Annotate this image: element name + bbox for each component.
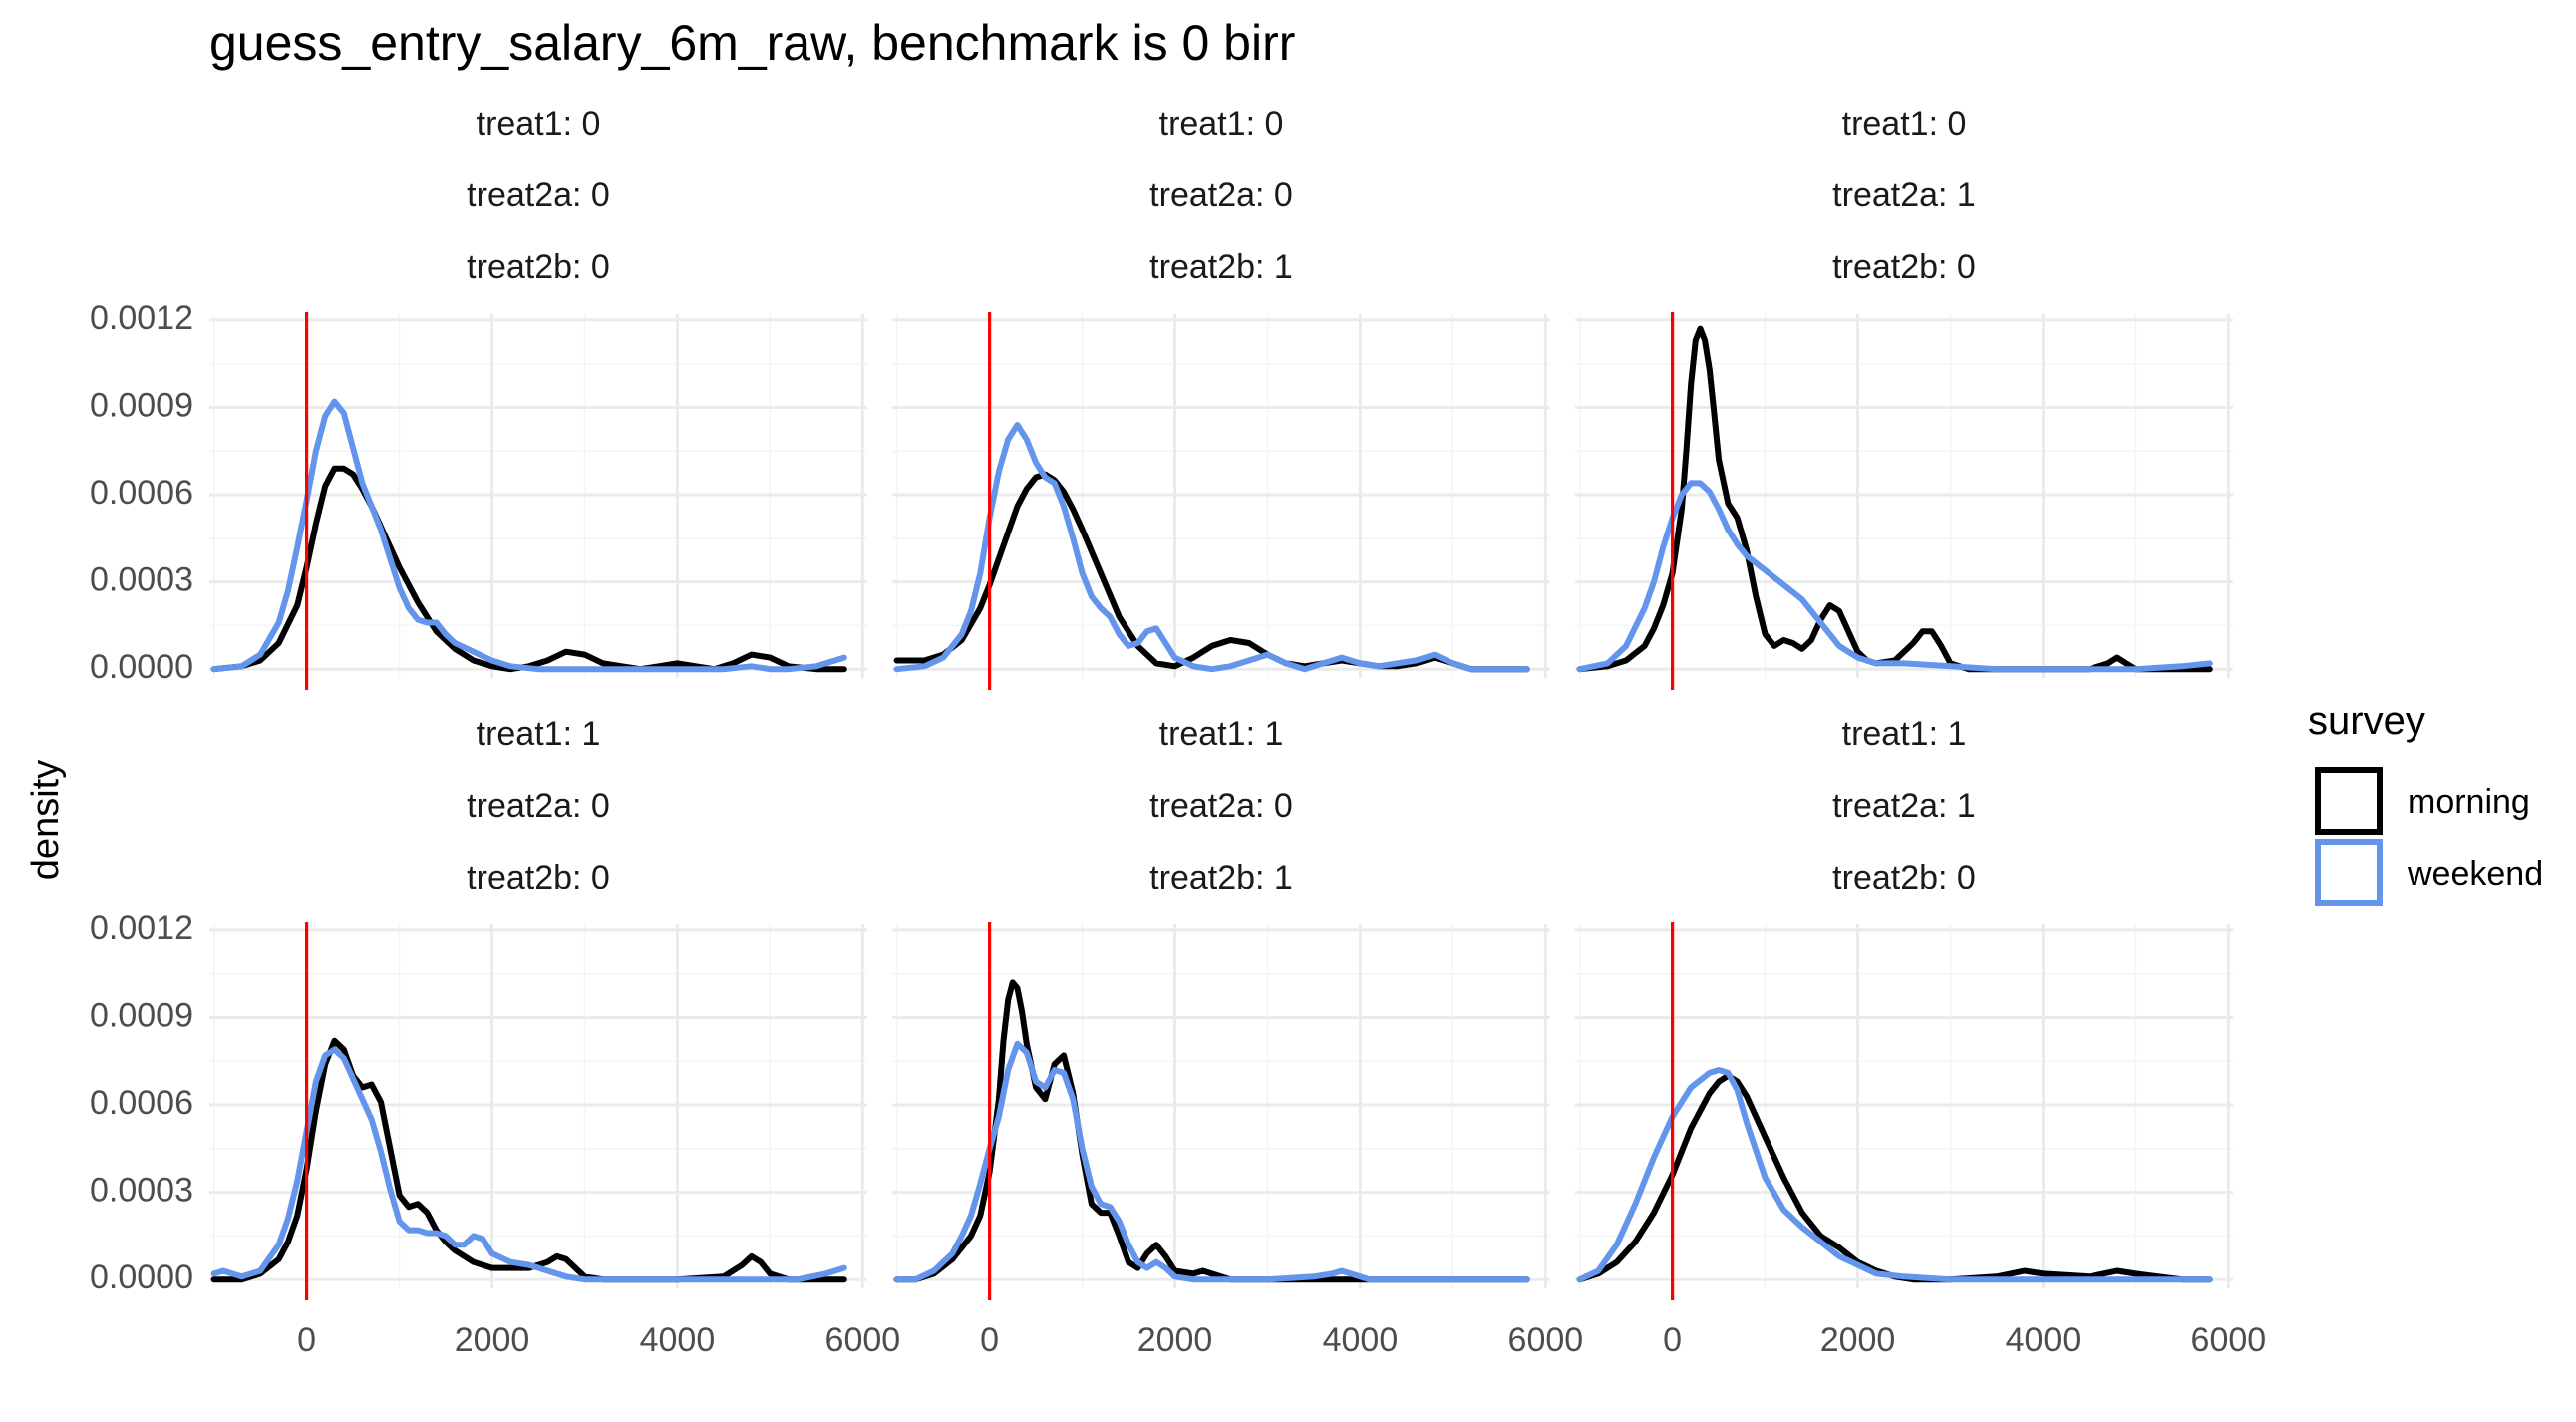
- x-tick-label: 0: [1663, 1321, 1682, 1359]
- y-tick-label: 0.0012: [90, 299, 193, 337]
- strip-label: treat1: 1: [1842, 715, 1967, 753]
- x-tick-label: 4000: [2006, 1321, 2082, 1359]
- strip-label: treat2a: 1: [1832, 177, 1976, 214]
- x-tick-label: 2000: [1820, 1321, 1896, 1359]
- x-tick-label: 0: [297, 1321, 316, 1359]
- x-tick-label: 4000: [640, 1321, 716, 1359]
- strip-label: treat2b: 1: [1149, 859, 1293, 896]
- weekend-density-line: [1576, 1067, 2213, 1283]
- strip-label: treat2b: 0: [1832, 859, 1976, 896]
- strip-label: treat1: 0: [1842, 105, 1967, 143]
- x-tick-label: 6000: [825, 1321, 901, 1359]
- morning-density-line: [893, 979, 1530, 1283]
- weekend-legend-key: [2315, 839, 2383, 906]
- facet-panels: treat1: 0 treat2a: 0 treat2b: 0 0.0000 0.000…: [90, 105, 2266, 1359]
- strip-label: treat2b: 0: [467, 859, 610, 896]
- strip-label: treat1: 0: [1159, 105, 1284, 143]
- morning-density-line: [1576, 325, 2213, 673]
- strip-label: treat2a: 1: [1832, 787, 1976, 825]
- y-tick-label: 0.0003: [90, 1172, 193, 1210]
- facet-panel: treat1: 0 treat2a: 0 treat2b: 1: [892, 105, 1550, 690]
- strip-label: treat2a: 0: [467, 787, 610, 825]
- weekend-density-line: [1576, 480, 2213, 673]
- x-tick-label: 2000: [1137, 1321, 1213, 1359]
- x-tick-label: 6000: [1508, 1321, 1584, 1359]
- facet-panel: treat1: 0 treat2a: 0 treat2b: 0 0.0000 0.000…: [90, 105, 867, 690]
- strip-label: treat2a: 0: [1149, 177, 1293, 214]
- x-tick-label: 0: [980, 1321, 999, 1359]
- y-tick-label: 0.0009: [90, 996, 193, 1034]
- strip-label: treat2a: 0: [1149, 787, 1293, 825]
- facet-panel: treat1: 0 treat2a: 1 treat2b: 0: [1575, 105, 2233, 690]
- strip-label: treat2b: 0: [1832, 248, 1976, 286]
- strip-label: treat1: 0: [477, 105, 601, 143]
- strip-label: treat2a: 0: [467, 177, 610, 214]
- legend: survey morning weekend: [2308, 699, 2543, 906]
- morning-density-line: [1576, 1072, 2213, 1283]
- facet-panel: treat1: 1 treat2a: 0 treat2b: 0 0.0000 0.000…: [90, 715, 900, 1359]
- weekend-density-line: [210, 398, 847, 673]
- weekend-density-line: [210, 1046, 847, 1283]
- strip-label: treat1: 1: [477, 715, 601, 753]
- legend-title: survey: [2308, 699, 2425, 743]
- x-tick-label: 6000: [2191, 1321, 2267, 1359]
- morning-density-line: [210, 1037, 847, 1283]
- weekend-legend-label: weekend: [2407, 855, 2543, 892]
- y-tick-label: 0.0000: [90, 648, 193, 686]
- x-tick-label: 4000: [1323, 1321, 1399, 1359]
- chart-title: guess_entry_salary_6m_raw, benchmark is …: [209, 15, 1295, 71]
- y-tick-label: 0.0003: [90, 561, 193, 599]
- y-tick-label: 0.0006: [90, 474, 193, 512]
- weekend-density-line: [893, 422, 1530, 673]
- morning-legend-label: morning: [2408, 783, 2530, 821]
- x-tick-label: 2000: [455, 1321, 530, 1359]
- weekend-density-line: [893, 1040, 1530, 1283]
- y-tick-label: 0.0009: [90, 386, 193, 424]
- strip-label: treat2b: 1: [1149, 248, 1293, 286]
- y-tick-label: 0.0006: [90, 1084, 193, 1122]
- facet-panel: treat1: 1 treat2a: 0 treat2b: 1 0 2000 4000 60…: [892, 715, 1583, 1359]
- morning-legend-key: [2315, 767, 2383, 835]
- y-tick-label: 0.0012: [90, 909, 193, 947]
- y-axis-label: density: [25, 760, 67, 880]
- y-tick-label: 0.0000: [90, 1258, 193, 1296]
- strip-label: treat2b: 0: [467, 248, 610, 286]
- strip-label: treat1: 1: [1159, 715, 1284, 753]
- facet-panel: treat1: 1 treat2a: 1 treat2b: 0 0 2000 4000 60…: [1575, 715, 2266, 1359]
